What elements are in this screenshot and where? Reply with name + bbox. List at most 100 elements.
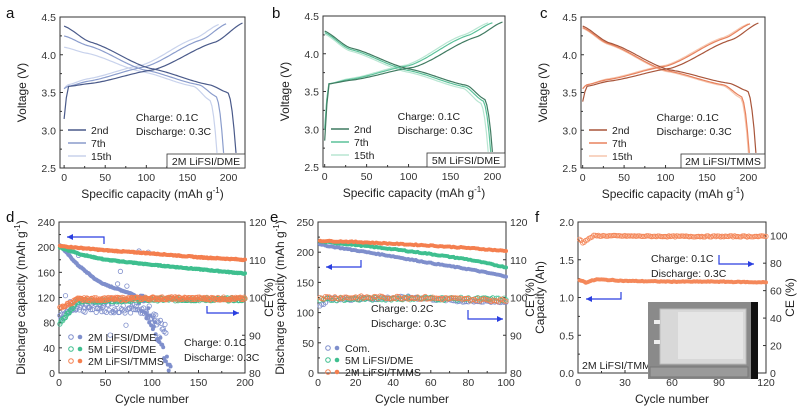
y-tick-label: 200 [296,247,314,259]
capacity-marker [148,313,153,318]
label-box-text: 5M LiFSI/DME [432,155,500,167]
x-tick-label: 200 [236,377,254,389]
arrow-left-axis-head [326,264,332,270]
ce-marker [503,298,509,304]
legend-label: 7th [354,137,369,149]
x-tick-label: 0 [322,171,328,183]
x-tick-label: 150 [179,172,197,184]
ce-marker [448,295,455,301]
x-tick-label: 100 [143,377,161,389]
label-box [426,152,506,168]
panel-f: 0 30 60 90 120 0.0 0.5 1.0 1.5 2.0 0 20 40 60 80 100 CE … [533,209,797,406]
ruler [649,366,749,378]
y-tick-label: 0.5 [559,330,574,342]
y-tick-label: 3.0 [562,125,577,137]
x-axis-label: Cycle number [115,392,189,406]
ce-marker [345,295,351,301]
ce-marker [115,281,121,287]
x-axis-label-end: ) [740,187,744,201]
y2-tick-label: 120 [510,217,528,229]
label-box-text: 2M LiFSI/DME [172,156,240,168]
legend-label: 5M LiFSI/DME [345,355,413,367]
ce-marker [450,295,456,301]
y-tick-label: 3.5 [304,87,319,99]
legend-marker-hollow [68,334,74,340]
y-tick-label: 80 [43,318,55,330]
ce-marker [132,306,138,313]
charge-curve-15th [582,23,749,90]
capacity-marker [164,354,169,359]
y-axis-label-sup: -1 [272,224,281,232]
capacity-marker [504,265,508,270]
x-tick-label: 50 [100,377,112,389]
capacity-marker [243,271,247,276]
ce-marker [383,295,389,301]
ce-marker [463,295,470,301]
legend-label: 2nd [354,124,372,136]
x-tick-label: 0 [580,172,586,184]
y2-tick-label: 40 [770,313,782,325]
capacity-marker [146,306,151,311]
y-tick-label: 2.5 [41,163,56,175]
x-tick-label: 50 [99,172,111,184]
ce-marker [122,310,128,316]
y-tick-label: 160 [37,267,55,279]
x-axis-label-main: Specific capacity (mAh g [81,187,212,201]
y-tick-label: 4.0 [304,49,319,61]
capacity-marker [151,324,156,329]
capacity-marker [139,309,144,313]
x-tick-label: 0 [61,172,67,184]
legend-label: 7th [612,138,627,150]
plot-frame [59,16,246,169]
x-tick-label: 200 [740,172,758,184]
y-axis-label-main: Discharge capacity (mAh g [14,231,28,374]
y2-tick-label: 100 [770,231,788,243]
ce-marker [739,233,746,239]
ce-marker [763,233,769,239]
charge-curve-15th [324,22,489,130]
x-tick-label: 0 [56,377,62,389]
x-tick-label: 100 [138,172,156,184]
y-axis-label-main: Discharge capacity (mAh g [273,231,287,374]
annotation: Discharge: 0.3C [656,126,732,138]
ce-marker [761,233,768,239]
ce-marker [706,234,713,240]
legend-marker-hollow [68,346,74,352]
arrow-left-axis [586,292,622,300]
x-tick-label: 50 [618,172,630,184]
ce-marker [461,295,468,302]
panel-e: 0 20 40 60 80 1000501001502002508090100110120… [270,209,537,406]
plot-frame [322,15,506,168]
legend-label: 15th [91,151,112,163]
ce-marker [341,294,347,300]
x-tick-label: 60 [425,377,437,389]
legend-marker-hollow [325,357,331,363]
ce-marker [145,296,151,303]
y-axis-label: Discharge capacity (mAh g-1) [272,220,287,375]
x-axis-label-end: ) [220,187,224,201]
x-tick-label: 90 [713,377,725,389]
ce-marker [124,283,130,289]
charge-curve-2nd [324,21,503,141]
y-tick-label: 4.5 [304,11,319,23]
ce-marker [208,294,215,301]
y-tick-label: 0 [49,368,55,380]
y-tick-label: 3.5 [562,88,577,100]
y-axis-label-end: ) [14,220,28,224]
ce-marker [123,322,129,328]
y2-tick-label: 110 [249,255,266,267]
ce-marker [433,295,439,301]
ce-marker [107,332,113,338]
y-tick-label: 1.0 [559,293,574,305]
y-axis-label-end: ) [273,220,287,224]
annotation: Charge: 0.1C [136,112,199,124]
ce-marker [424,296,430,302]
y2-tick-label: 80 [510,368,522,380]
ce-marker [162,321,168,327]
legend-marker-hollow [325,345,331,351]
legend-marker-filled [334,357,340,363]
legend-label: 2M LiFSI/DME [88,332,156,344]
panel-label: a [6,5,15,22]
y-tick-label: 3.5 [41,88,56,100]
